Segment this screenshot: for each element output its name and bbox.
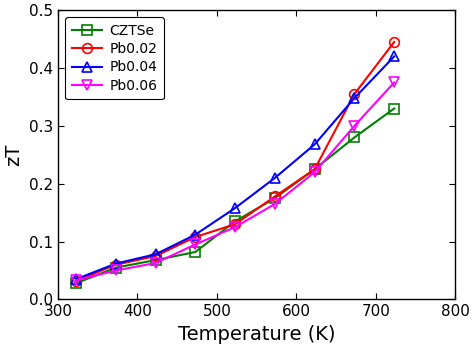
- Pb0.02: [272, 194, 278, 198]
- CZTSe: [192, 250, 198, 254]
- Pb0.04: [272, 176, 278, 180]
- Pb0.06: [272, 202, 278, 206]
- Pb0.02: [73, 279, 79, 283]
- Pb0.06: [73, 278, 79, 283]
- Pb0.04: [153, 252, 158, 256]
- CZTSe: [312, 167, 318, 171]
- Pb0.04: [312, 142, 318, 147]
- CZTSe: [113, 266, 118, 270]
- Pb0.04: [232, 206, 238, 210]
- Pb0.04: [392, 54, 397, 58]
- Pb0.02: [192, 235, 198, 239]
- Pb0.02: [392, 40, 397, 44]
- CZTSe: [153, 258, 158, 262]
- Line: CZTSe: CZTSe: [71, 104, 399, 288]
- X-axis label: Temperature (K): Temperature (K): [178, 325, 336, 344]
- Pb0.06: [232, 225, 238, 229]
- Pb0.02: [113, 263, 118, 267]
- Pb0.02: [153, 254, 158, 258]
- Pb0.02: [312, 167, 318, 171]
- Pb0.06: [352, 124, 357, 128]
- Pb0.04: [352, 96, 357, 100]
- Line: Pb0.02: Pb0.02: [71, 37, 399, 286]
- CZTSe: [232, 219, 238, 223]
- CZTSe: [392, 106, 397, 111]
- Pb0.06: [153, 261, 158, 265]
- Pb0.04: [113, 261, 118, 266]
- Pb0.06: [113, 268, 118, 272]
- Pb0.04: [192, 232, 198, 237]
- CZTSe: [272, 196, 278, 200]
- Line: Pb0.04: Pb0.04: [71, 52, 399, 284]
- CZTSe: [73, 281, 79, 285]
- Pb0.06: [192, 242, 198, 246]
- CZTSe: [352, 135, 357, 140]
- Pb0.06: [392, 80, 397, 85]
- Pb0.06: [312, 170, 318, 174]
- Pb0.02: [352, 92, 357, 96]
- Pb0.04: [73, 277, 79, 281]
- Y-axis label: zT: zT: [4, 144, 23, 166]
- Line: Pb0.06: Pb0.06: [71, 78, 399, 285]
- Pb0.02: [232, 222, 238, 226]
- Legend: CZTSe, Pb0.02, Pb0.04, Pb0.06: CZTSe, Pb0.02, Pb0.04, Pb0.06: [65, 17, 164, 100]
